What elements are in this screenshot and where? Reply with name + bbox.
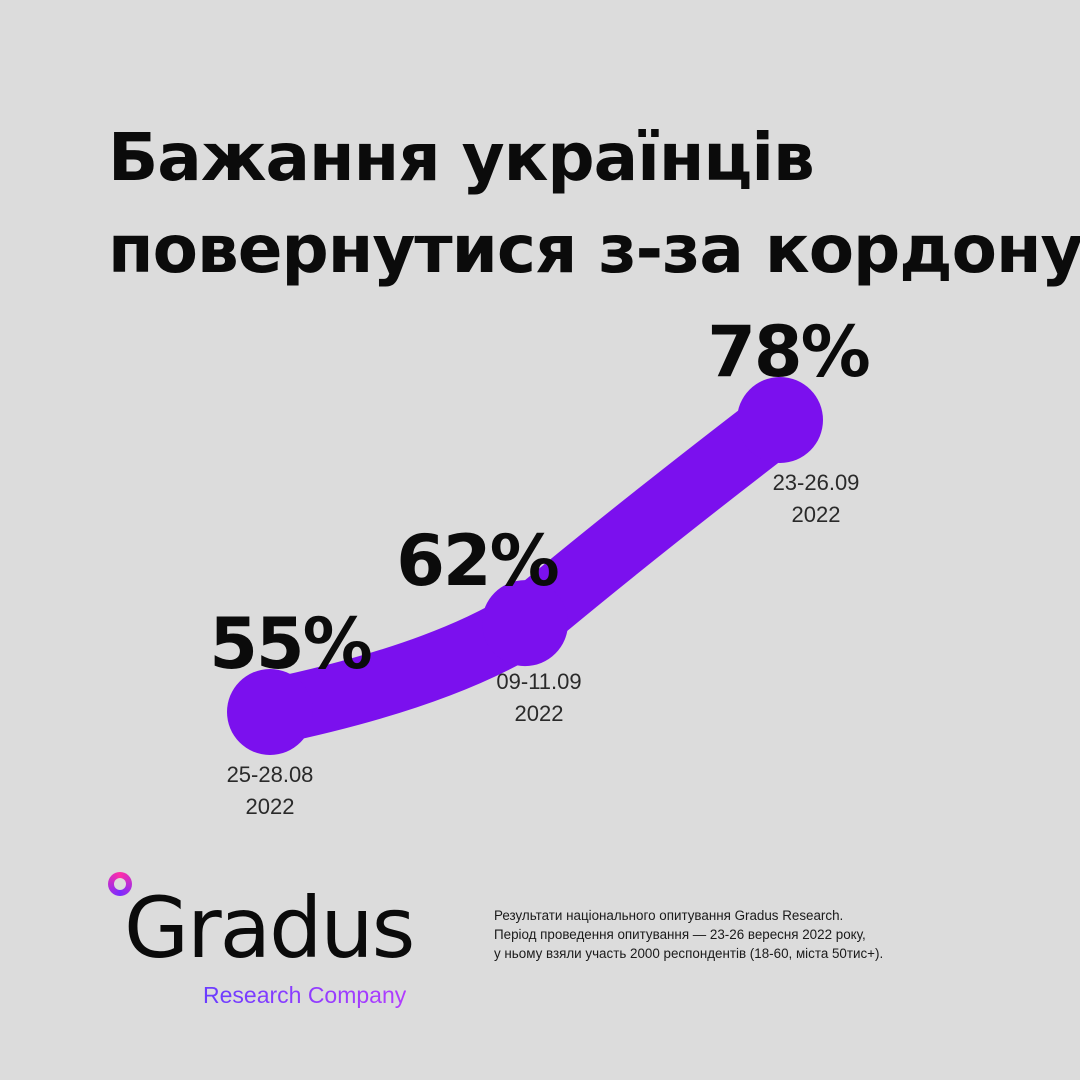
date-label-1: 25-28.08 2022 <box>227 762 314 819</box>
footnote-line-1: Результати національного опитування Grad… <box>494 908 844 923</box>
date-label-3: 23-26.09 2022 <box>773 470 860 527</box>
title-line-2: повернутися з-за кордону <box>108 211 1080 288</box>
logo-wordmark: Gradus <box>124 879 415 977</box>
value-label-3: 78% <box>707 311 869 393</box>
gradus-logo: Gradus Research Company <box>108 872 468 1022</box>
value-label-1: 55% <box>209 603 371 685</box>
footnote-line-2: Період проведення опитування — 23-26 вер… <box>494 927 866 942</box>
data-point-1 <box>227 669 313 755</box>
chart-title: Бажання українців повернутися з-за кордо… <box>108 112 1080 296</box>
value-label-2: 62% <box>396 520 558 602</box>
logo-subtitle: Research Company <box>203 982 407 1008</box>
data-point-3 <box>737 377 823 463</box>
data-point-2 <box>482 580 568 667</box>
logo-ring-icon <box>108 872 132 896</box>
date-label-2: 09-11.09 2022 <box>496 669 581 726</box>
footnote-line-3: у ньому взяли участь 2000 респондентів (… <box>494 946 884 961</box>
title-line-1: Бажання українців <box>108 119 815 196</box>
survey-footnote: Результати національного опитування Grad… <box>494 906 964 963</box>
